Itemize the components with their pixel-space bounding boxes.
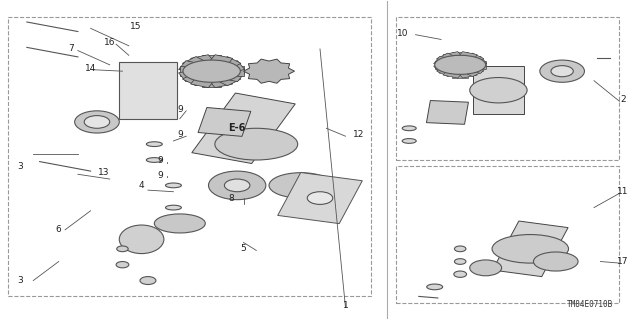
Ellipse shape: [215, 128, 298, 160]
Text: 2: 2: [620, 95, 625, 104]
Text: 4: 4: [139, 181, 145, 190]
Ellipse shape: [225, 179, 250, 192]
Text: 5: 5: [241, 244, 246, 253]
Ellipse shape: [116, 261, 129, 268]
Bar: [436, 53, 484, 76]
Ellipse shape: [307, 192, 333, 204]
Ellipse shape: [470, 77, 527, 103]
Ellipse shape: [154, 214, 205, 233]
Bar: [119, 62, 177, 119]
Bar: [180, 67, 244, 76]
Bar: [433, 56, 487, 73]
Ellipse shape: [140, 276, 156, 284]
Ellipse shape: [454, 271, 467, 277]
Bar: [452, 52, 468, 77]
Ellipse shape: [166, 183, 181, 188]
Bar: [192, 93, 295, 164]
Ellipse shape: [166, 205, 181, 210]
Ellipse shape: [551, 66, 573, 77]
Bar: [179, 61, 244, 82]
Text: 9: 9: [177, 130, 182, 139]
Text: 10: 10: [397, 28, 408, 38]
Ellipse shape: [84, 116, 109, 128]
Ellipse shape: [492, 235, 568, 263]
Bar: [191, 55, 233, 88]
Text: 9: 9: [158, 172, 164, 180]
Ellipse shape: [540, 60, 584, 82]
Bar: [182, 57, 241, 86]
Ellipse shape: [183, 60, 241, 82]
Ellipse shape: [454, 259, 466, 264]
Text: 8: 8: [228, 194, 234, 203]
Ellipse shape: [427, 284, 443, 290]
Text: 9: 9: [158, 156, 164, 164]
Ellipse shape: [75, 111, 119, 133]
Ellipse shape: [269, 173, 333, 198]
Text: 16: 16: [104, 38, 115, 47]
Ellipse shape: [209, 171, 266, 200]
Text: 9: 9: [177, 105, 182, 114]
Text: 17: 17: [617, 257, 628, 266]
Ellipse shape: [147, 142, 163, 147]
Text: 6: 6: [56, 225, 61, 234]
Ellipse shape: [116, 246, 128, 252]
Text: 3: 3: [18, 276, 24, 285]
Ellipse shape: [470, 260, 502, 276]
Text: 15: 15: [129, 22, 141, 31]
Ellipse shape: [119, 225, 164, 253]
Bar: [426, 100, 468, 124]
Bar: [202, 55, 221, 87]
Text: 14: 14: [85, 63, 96, 73]
Text: 7: 7: [68, 44, 74, 53]
Ellipse shape: [147, 158, 163, 162]
Polygon shape: [244, 59, 294, 83]
Text: 3: 3: [18, 162, 24, 171]
Text: 12: 12: [353, 130, 364, 139]
Bar: [278, 172, 362, 224]
Bar: [436, 53, 484, 76]
Bar: [435, 61, 486, 69]
Text: E-6: E-6: [228, 123, 246, 133]
Text: 1: 1: [342, 301, 348, 310]
Bar: [473, 67, 524, 114]
Bar: [492, 221, 568, 276]
Ellipse shape: [454, 246, 466, 252]
Bar: [182, 57, 241, 86]
Bar: [198, 108, 251, 136]
Ellipse shape: [534, 252, 578, 271]
Bar: [191, 55, 233, 88]
Bar: [443, 52, 477, 78]
Ellipse shape: [402, 139, 416, 143]
Text: 13: 13: [97, 168, 109, 177]
Bar: [443, 52, 477, 78]
Bar: [433, 56, 487, 73]
Text: 11: 11: [617, 187, 628, 196]
Ellipse shape: [435, 55, 486, 74]
Text: TM84E0710B: TM84E0710B: [567, 300, 613, 309]
Bar: [179, 61, 244, 82]
Ellipse shape: [402, 126, 416, 131]
